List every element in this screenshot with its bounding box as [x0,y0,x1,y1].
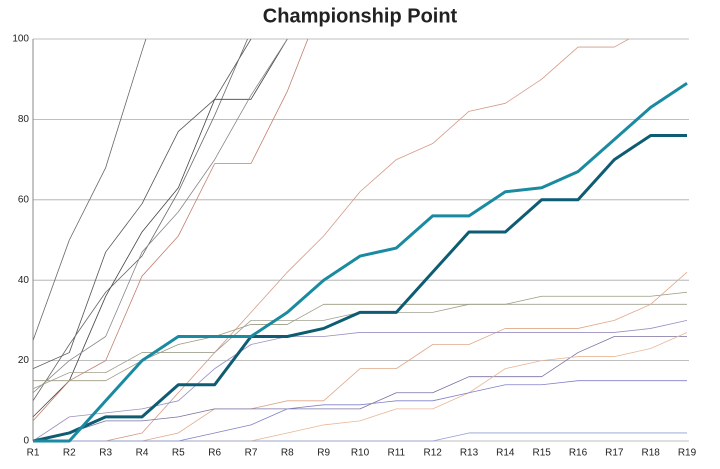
x-tick-label: R12 [423,448,442,459]
series-line [33,39,309,422]
x-tick-label: R13 [460,448,479,459]
x-tick-label: R11 [388,448,406,459]
x-tick-label: R15 [532,448,551,459]
y-tick-label: 60 [18,194,30,205]
x-tick-label: R18 [641,448,660,459]
x-tick-label: R4 [136,448,149,459]
plot-area [33,39,688,443]
x-tick-label: R10 [351,448,370,459]
x-tick-label: R16 [569,448,588,459]
series-line [33,380,687,442]
x-tick-label: R19 [678,448,697,459]
series-line [33,133,687,443]
series-line [33,332,688,442]
y-tick-label: 20 [18,355,30,366]
series-line [33,81,688,443]
y-tick-label: 0 [23,436,29,447]
y-tick-label: 100 [12,34,29,45]
x-tick-label: R7 [245,448,258,459]
x-tick-label: R8 [281,448,294,459]
y-tick-label: 40 [18,275,30,286]
series-line [33,303,687,390]
series-line [33,39,288,394]
series-line [33,320,688,442]
x-tick-label: R17 [605,448,624,459]
series-line [33,291,688,382]
series-line [33,39,288,418]
x-tick-label: R14 [496,448,515,459]
x-tick-label: R6 [208,448,221,459]
x-tick-label: R1 [27,448,40,459]
series-line [33,39,147,341]
chart-title: Championship Point [263,5,458,27]
series-line [33,39,630,442]
series-line [33,39,252,370]
series-line [33,336,687,442]
series-line [33,432,687,442]
x-tick-label: R2 [63,448,76,459]
y-tick-label: 80 [18,114,30,125]
x-tick-label: R5 [172,448,185,459]
x-tick-label: R3 [99,448,112,459]
x-tick-label: R9 [317,448,330,459]
series-line [33,39,248,402]
